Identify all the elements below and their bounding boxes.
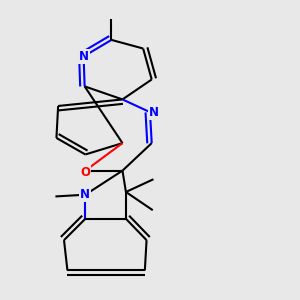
- Text: N: N: [80, 188, 90, 201]
- Text: N: N: [79, 50, 88, 63]
- Text: O: O: [80, 166, 90, 179]
- Text: N: N: [149, 106, 159, 119]
